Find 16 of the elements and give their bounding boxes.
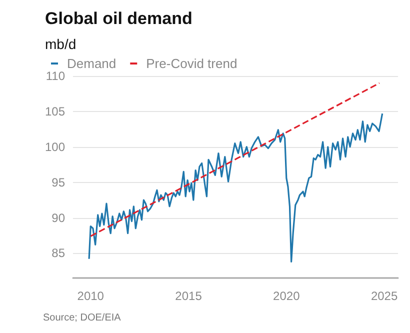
y-tick-label: 110: [46, 69, 66, 83]
y-tick-label: 100: [44, 140, 66, 154]
legend-label: Demand: [67, 56, 116, 71]
chart-title: Global oil demand: [45, 9, 192, 28]
y-tick-label: 90: [52, 210, 66, 225]
x-tick-label: 2025: [370, 289, 398, 303]
y-tick-label: 85: [52, 246, 66, 260]
line-series: [88, 112, 384, 262]
x-tick-label: 2015: [175, 289, 202, 303]
source-note: Source; DOE/EIA: [43, 312, 122, 324]
y-tick-label: 95: [52, 175, 66, 190]
x-tick-label: 2020: [273, 289, 300, 303]
x-tick-label: 2010: [77, 289, 104, 303]
legend-label: Pre-Covid trend: [146, 56, 238, 71]
y-tick-label: 105: [44, 104, 66, 118]
y-axis-title: mb/d: [45, 36, 76, 52]
